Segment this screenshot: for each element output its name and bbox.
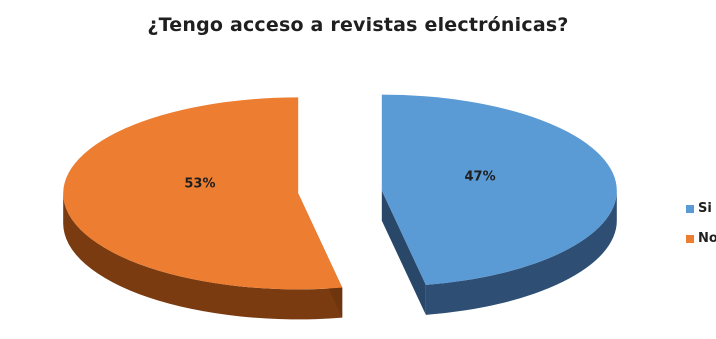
- data-label-si: 47%: [465, 169, 496, 184]
- legend-swatch-no: [686, 235, 694, 243]
- data-label-no: 53%: [184, 177, 215, 192]
- pie-top-si: [381, 94, 617, 285]
- legend-label-no: No: [698, 231, 716, 246]
- pie-wall-no: [63, 193, 343, 320]
- pie-slice-no: 53%: [63, 97, 343, 320]
- pie-wall-si: [425, 190, 617, 315]
- pie-slice-si: 47%: [381, 94, 617, 315]
- chart-title: ¿Tengo acceso a revistas electrónicas?: [147, 14, 569, 36]
- legend-swatch-si: [686, 205, 694, 213]
- pie-cut-face-si-1: [381, 190, 426, 315]
- pie-top-no: [63, 97, 343, 290]
- legend-label-si: Si: [698, 201, 712, 216]
